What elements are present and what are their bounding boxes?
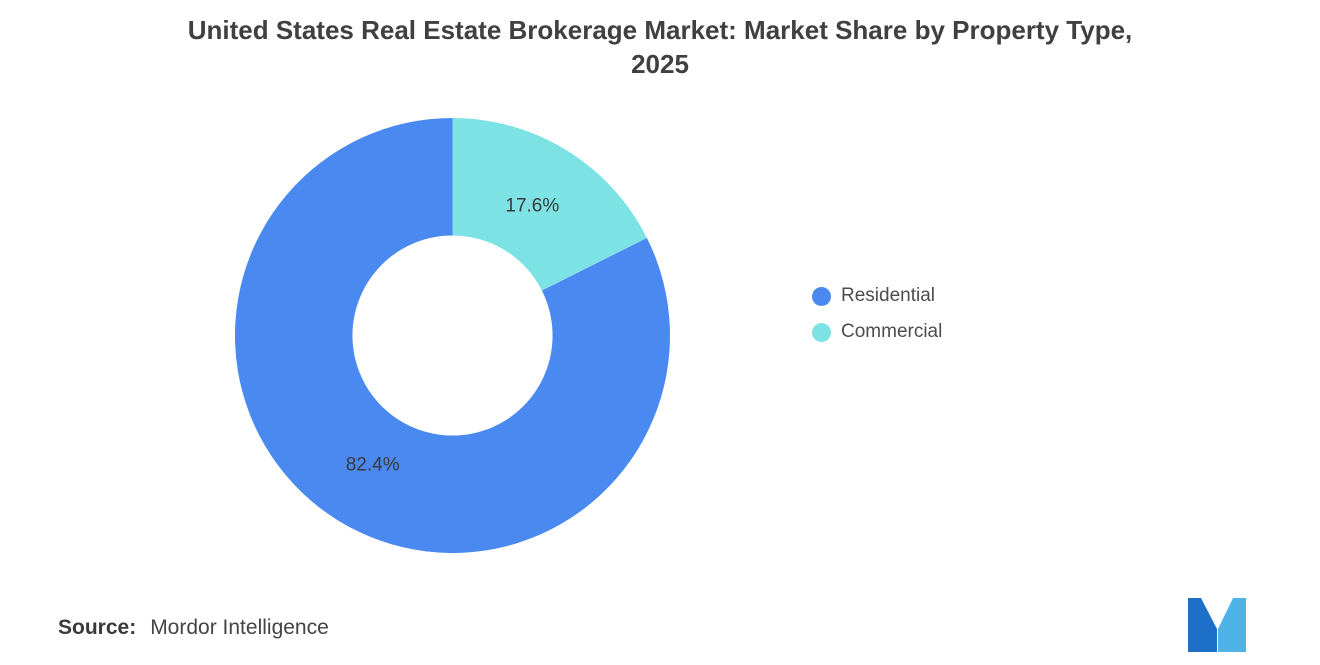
legend-item-commercial: Commercial xyxy=(812,321,942,343)
donut-chart-container: 17.6% 82.4% xyxy=(235,118,670,553)
chart-title: United States Real Estate Brokerage Mark… xyxy=(0,13,1320,82)
source-value: Mordor Intelligence xyxy=(150,616,329,639)
legend-item-residential: Residential xyxy=(812,285,942,307)
slice-residential xyxy=(235,118,670,553)
chart-legend: Residential Commercial xyxy=(812,285,942,343)
logo-left-shape xyxy=(1188,598,1217,652)
slice-commercial xyxy=(452,118,647,291)
slice-label-commercial: 17.6% xyxy=(505,196,559,217)
slice-label-residential: 82.4% xyxy=(346,454,400,475)
mordor-intelligence-logo xyxy=(1188,598,1246,652)
chart-title-line1: United States Real Estate Brokerage Mark… xyxy=(187,15,1133,45)
legend-label-residential: Residential xyxy=(841,285,935,306)
legend-swatch-residential xyxy=(812,286,831,306)
legend-swatch-commercial xyxy=(812,322,831,342)
legend-label-commercial: Commercial xyxy=(841,321,943,342)
chart-title-line2: 2025 xyxy=(631,49,689,80)
source-row: Source: Mordor Intelligence xyxy=(58,616,329,640)
source-label: Source: xyxy=(58,616,137,639)
donut-chart: 17.6% 82.4% xyxy=(235,118,670,553)
logo-right-shape xyxy=(1218,598,1246,652)
